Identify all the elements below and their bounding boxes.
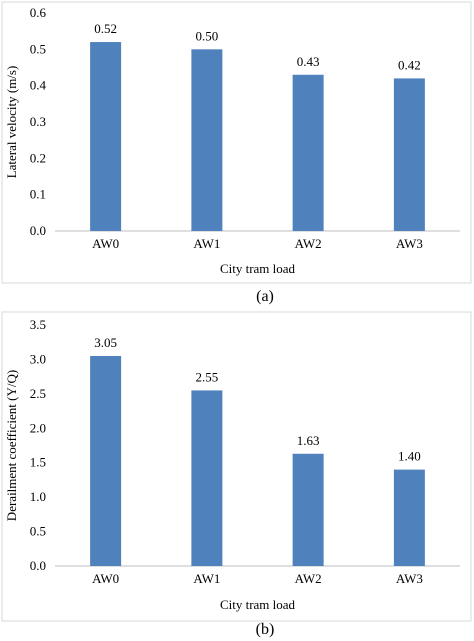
chart-b-border — [1, 311, 472, 622]
chart-a-y-tick-label: 0.6 — [30, 5, 47, 20]
chart-a-y-tick-label: 0.3 — [30, 114, 46, 129]
chart-a-bar-aw2 — [292, 74, 324, 232]
chart-b-data-label: 3.05 — [94, 335, 117, 350]
chart-b-data-label: 1.63 — [297, 433, 320, 448]
chart-a-x-axis-title: City tram load — [220, 261, 296, 276]
chart-a-data-label: 0.43 — [297, 54, 320, 69]
chart-b-bar-aw1 — [191, 390, 223, 566]
chart-a-y-axis-title: Lateral velocity (m/s) — [4, 66, 19, 179]
chart-b-y-tick-label: 0.0 — [30, 558, 46, 573]
chart-a-y-tick-label: 0.4 — [30, 78, 47, 93]
chart-b-data-label: 2.55 — [196, 369, 219, 384]
chart-a-data-label: 0.52 — [94, 21, 117, 36]
chart-a-border — [1, 1, 472, 284]
chart-b-y-tick-label: 3.5 — [30, 317, 46, 332]
chart-a-bar-aw1 — [191, 49, 223, 232]
chart-a-x-tick-label: AW2 — [295, 236, 322, 251]
chart-b-y-tick-label: 1.5 — [30, 455, 46, 470]
chart-b-x-tick-label: AW0 — [92, 571, 119, 586]
chart-a-data-label: 0.50 — [196, 28, 219, 43]
chart-a-x-tick-label: AW1 — [193, 236, 220, 251]
chart-a-bar-aw0 — [90, 42, 122, 231]
chart-b-y-tick-label: 2.0 — [30, 420, 46, 435]
chart-a-bar-aw3 — [393, 78, 425, 232]
chart-a-data-label: 0.42 — [398, 57, 421, 72]
chart-a-panel-label: (a) — [256, 288, 274, 305]
chart-b-x-tick-label: AW3 — [396, 571, 423, 586]
chart-b-x-axis-title: City tram load — [220, 597, 296, 612]
chart-a-y-tick-label: 0.0 — [30, 223, 46, 238]
chart-a: 0.0 0.1 0.2 0.3 0.4 0.5 0.6 0.52 AW0 0.50 AW1 0.43 A… — [4, 5, 460, 276]
chart-b-x-tick-label: AW1 — [193, 571, 220, 586]
chart-b-y-tick-label: 1.0 — [30, 489, 46, 504]
chart-b-bar-aw3 — [393, 469, 425, 566]
chart-b-x-tick-label: AW2 — [295, 571, 322, 586]
chart-a-x-tick-label: AW3 — [396, 236, 423, 251]
chart-b-y-tick-label: 2.5 — [30, 386, 46, 401]
chart-b-panel-label: (b) — [256, 621, 275, 638]
chart-a-y-tick-label: 0.2 — [30, 150, 46, 165]
chart-b-bar-aw2 — [292, 453, 324, 566]
chart-b-y-axis-title: Derailment coefficient (Y/Q) — [4, 370, 19, 521]
chart-b-y-tick-label: 0.5 — [30, 524, 46, 539]
chart-b-y-tick-label: 3.0 — [30, 351, 46, 366]
chart-a-y-tick-label: 0.1 — [30, 187, 46, 202]
chart-a-y-tick-label: 0.5 — [30, 41, 46, 56]
chart-a-x-tick-label: AW0 — [92, 236, 119, 251]
chart-b: 0.0 0.5 1.0 1.5 2.0 2.5 3.0 3.5 3.05 AW0 2.55 AW1 1.… — [4, 317, 460, 612]
chart-b-data-label: 1.40 — [398, 449, 421, 464]
chart-b-bar-aw0 — [90, 355, 122, 566]
